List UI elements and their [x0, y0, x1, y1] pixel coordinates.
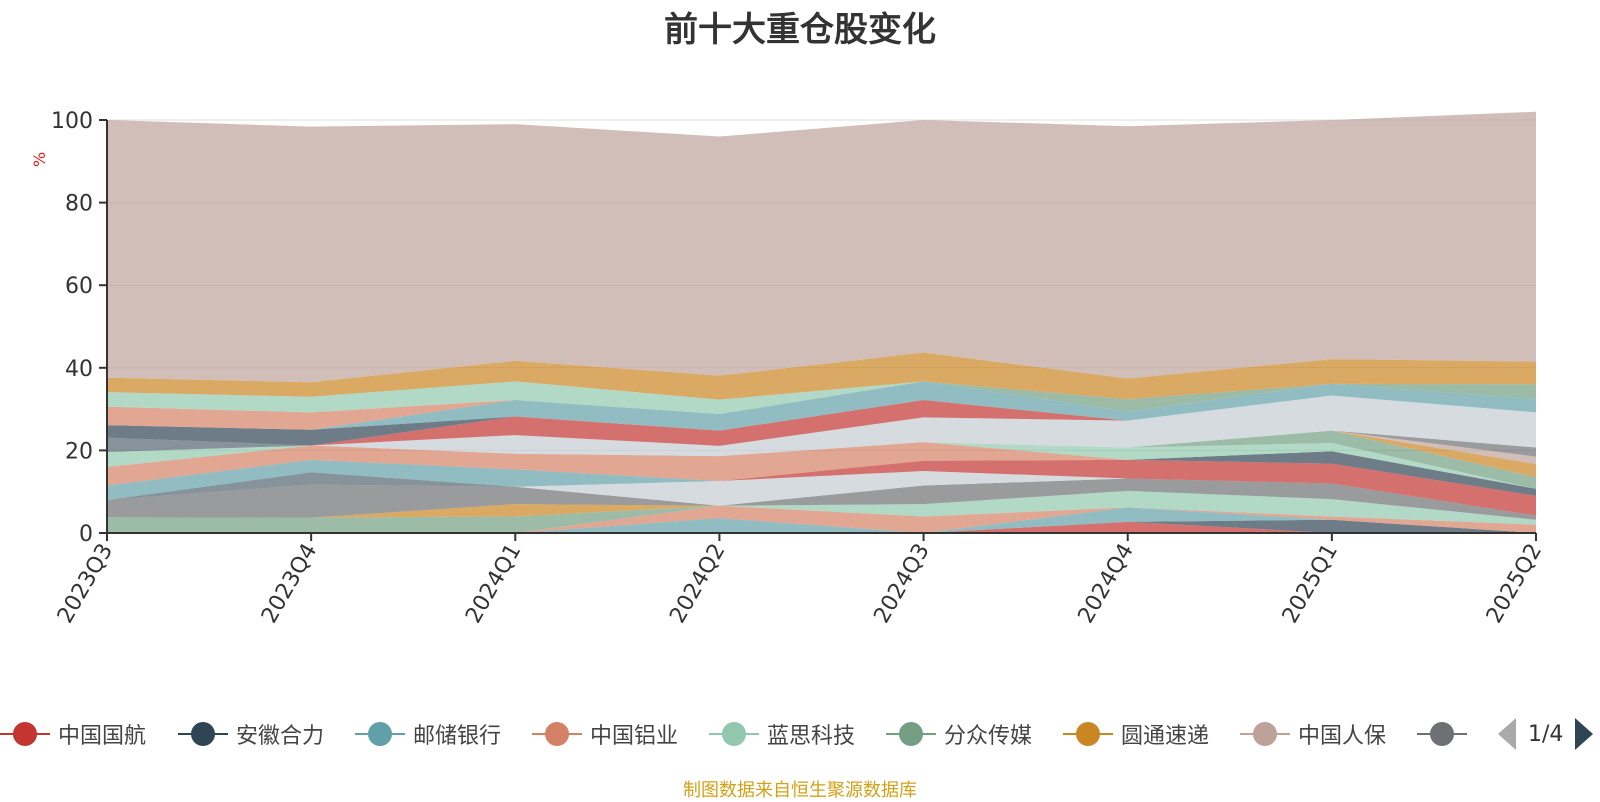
y-tick-label: 100	[51, 109, 93, 134]
x-tick-label: 2023Q3	[53, 540, 118, 628]
area-series-16	[107, 442, 1536, 489]
legend-marker-icon	[1063, 712, 1113, 756]
x-tick-label: 2023Q4	[257, 540, 322, 628]
legend-page-indicator: 1/4	[1528, 721, 1564, 747]
y-tick-label: 20	[65, 439, 93, 464]
area-series-6	[107, 490, 1536, 533]
area-series-30	[107, 111, 1536, 383]
area-series-7	[107, 490, 1536, 520]
area-series-14	[107, 451, 1536, 500]
legend-label: 中国铝业	[590, 724, 679, 749]
area-series-2	[107, 519, 1536, 533]
legend-item[interactable]: 中国铝业	[532, 712, 678, 756]
legend-label: 圆通速递	[1121, 724, 1210, 749]
area-series-28	[107, 381, 1536, 412]
legend-label: 分众传媒	[944, 724, 1033, 749]
area-series-25	[107, 381, 1536, 431]
legend-item[interactable]: 中国国航	[0, 712, 146, 756]
area-series-11	[107, 471, 1536, 516]
y-tick-label: 40	[65, 357, 93, 382]
chart-title: 前十大重仓股变化	[664, 10, 936, 50]
y-tick-label: 0	[79, 522, 93, 547]
area-series-10	[107, 472, 1536, 516]
area-series-1	[107, 521, 1536, 533]
legend-marker-icon	[886, 712, 936, 756]
legend-marker-icon	[532, 712, 582, 756]
area-series-29	[107, 352, 1536, 400]
data-source-note: 制图数据来自恒生聚源数据库	[683, 780, 917, 801]
area-series-9	[107, 478, 1536, 520]
area-series-26	[107, 381, 1536, 430]
x-tick-label: 2024Q3	[869, 540, 934, 628]
legend-item[interactable]: 中国人保	[1240, 712, 1386, 756]
legend-pager: 1/4	[1498, 712, 1594, 756]
legend-next-page-icon[interactable]	[1575, 718, 1594, 750]
legend-prev-page-icon[interactable]	[1498, 718, 1516, 750]
area-series-15	[107, 442, 1536, 489]
legend-marker-icon	[0, 712, 50, 756]
legend-item[interactable]: 分众传媒	[886, 712, 1032, 756]
area-series-23	[107, 395, 1536, 446]
legend-item-truncated[interactable]	[1417, 712, 1487, 756]
x-tick-label: 2024Q1	[461, 540, 526, 628]
legend-item[interactable]: 圆通速递	[1063, 712, 1209, 756]
area-series-5	[107, 490, 1536, 533]
legend-item[interactable]: 安徽合力	[178, 712, 324, 756]
area-series-4	[107, 505, 1536, 533]
legend-marker-icon	[709, 712, 759, 756]
legend-item[interactable]: 邮储银行	[355, 712, 501, 756]
y-tick-label: 80	[65, 192, 93, 217]
area-series-22	[107, 395, 1536, 457]
x-tick-label: 2024Q2	[665, 540, 730, 628]
legend-marker-icon	[1417, 712, 1467, 756]
legend: 中国国航 安徽合力 邮储银行 中国铝业 蓝思科技 分众传媒 圆通速递 中国人保	[0, 712, 1600, 756]
legend-label: 蓝思科技	[767, 724, 856, 749]
area-series-12	[107, 459, 1536, 516]
legend-label: 中国人保	[1298, 724, 1387, 749]
legend-marker-icon	[355, 712, 405, 756]
area-series-24	[107, 395, 1536, 446]
legend-label: 邮储银行	[413, 724, 502, 749]
legend-marker-icon	[1240, 712, 1290, 756]
area-series-17	[107, 430, 1536, 489]
legend-label: 中国国航	[58, 724, 147, 749]
legend-item[interactable]: 蓝思科技	[709, 712, 855, 756]
x-tick-label: 2024Q4	[1074, 540, 1139, 628]
area-series-3	[107, 507, 1536, 533]
stacked-area-chart: 0 20 40 60 80 100 2023Q3 2023Q4 2024Q1 2024Q2 2024…	[51, 109, 1547, 628]
legend-label: 安徽合力	[236, 724, 325, 749]
area-series-27	[107, 381, 1536, 415]
legend-marker-icon	[178, 712, 228, 756]
x-tick-label: 2025Q1	[1278, 540, 1343, 628]
x-tick-label: 2025Q2	[1482, 540, 1547, 628]
y-tick-label: 60	[65, 274, 93, 299]
